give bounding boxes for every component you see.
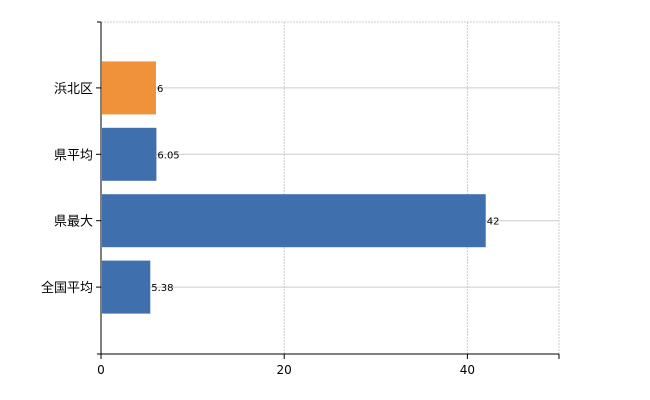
data-label: 6.05 (157, 150, 179, 161)
bar-全国平均 (102, 260, 151, 314)
x-tick-label: 20 (277, 363, 292, 377)
data-label: 6 (157, 84, 163, 95)
category-label: 全国平均 (41, 280, 93, 296)
data-label: 42 (487, 217, 500, 228)
category-label: 県最大 (54, 215, 93, 230)
x-tick-label: 40 (460, 363, 475, 377)
axis-layer (96, 21, 560, 359)
bar-浜北区 (102, 61, 156, 115)
category-label: 浜北区 (54, 82, 93, 97)
category-label: 県平均 (54, 148, 93, 163)
bar-県最大 (102, 194, 486, 248)
data-label: 5.38 (151, 283, 173, 294)
bar-県平均 (102, 127, 157, 181)
bar-layer (102, 61, 486, 314)
grid-layer (101, 21, 560, 354)
x-tick-label: 0 (97, 363, 105, 377)
